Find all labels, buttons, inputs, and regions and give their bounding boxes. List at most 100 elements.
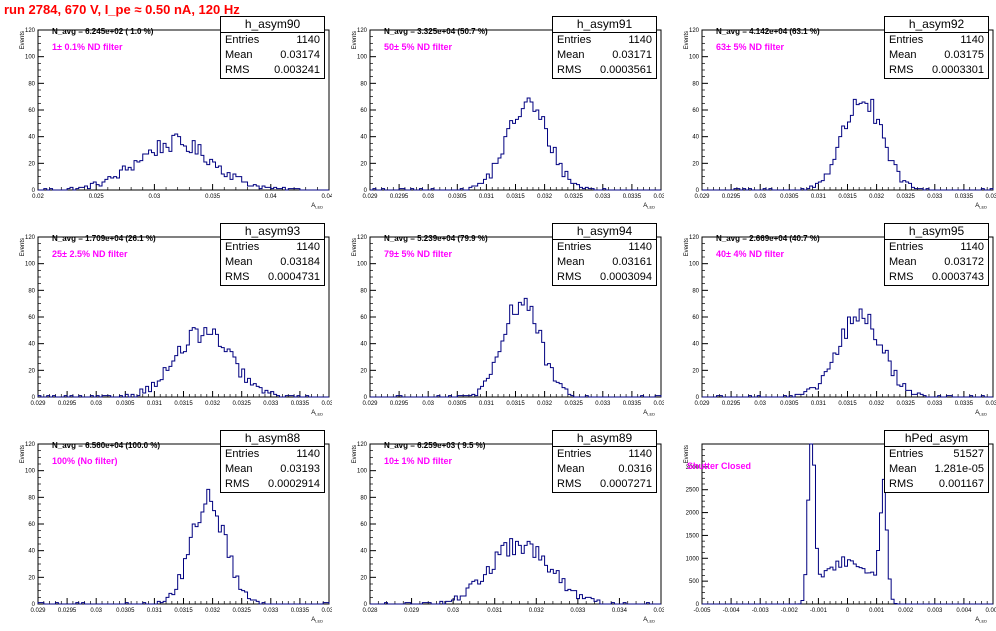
x-tick-label: 0.0315 [838,194,857,200]
histogram-name: h_asym95 [885,224,988,240]
x-tick-label: 0.0325 [233,608,252,614]
y-axis-label: Events [20,31,26,49]
x-tick-label: 0.033 [595,401,611,407]
x-axis-label: ALED [311,203,323,210]
x-tick-label: 0.03 [90,608,102,614]
y-tick-label: 120 [357,28,368,34]
x-tick-label: 0.031 [479,401,495,407]
x-axis-label-sub: LED [979,205,987,210]
y-tick-label: 0 [696,188,700,194]
y-tick-label: 40 [28,135,35,141]
x-tick-label: 0.031 [147,401,163,407]
stats-entries-label: Entries [225,34,260,46]
stats-mean-row: Mean 0.03174 [221,48,324,63]
x-axis-label-main: A [975,617,979,623]
stats-entries-row: Entries 51527 [885,447,988,462]
x-tick-label: 0.032 [537,194,553,200]
stats-mean-row: Mean 0.03161 [553,255,656,270]
histogram-name: h_asym93 [221,224,324,240]
x-tick-label: 0.0325 [565,401,584,407]
y-tick-label: 40 [360,549,367,555]
x-tick-label: 0.031 [147,608,163,614]
stats-entries-label: Entries [889,448,924,460]
y-tick-label: 0 [696,395,700,401]
histogram-panel-5: 0.029 0.0295 0.03 0.0305 0.031 0.0315 0.032 0.0… [664,217,996,424]
x-tick-label: 0.034 [612,608,628,614]
x-tick-label: 0.02 [32,194,44,200]
stats-entries-value: 1140 [628,34,652,46]
x-tick-label: 0.033 [927,401,943,407]
filter-label: 10± 1% ND filter [384,456,452,466]
x-axis-label-sub: LED [979,412,987,417]
y-tick-label: 40 [692,135,699,141]
y-tick-label: 100 [357,262,368,268]
y-axis-label: Events [684,238,690,256]
x-tick-label: 0.0335 [291,401,310,407]
stats-rms-value: 0.0007271 [600,478,652,490]
stats-mean-row: Mean 0.03175 [885,48,988,63]
stats-entries-row: Entries 1140 [221,240,324,255]
stats-mean-value: 0.0316 [618,463,652,475]
x-tick-label: 0.032 [205,608,221,614]
x-tick-label: 0.032 [537,401,553,407]
y-axis-label: Events [20,445,26,463]
stats-entries-row: Entries 1140 [553,33,656,48]
y-axis-label: Events [684,31,690,49]
filter-label: 40± 4% ND filter [716,249,784,259]
x-tick-label: 0.025 [89,194,105,200]
histogram-panel-8: -0.005 -0.004 -0.003 -0.002 -0.001 0 0.001 0.00… [664,424,996,631]
y-tick-label: 120 [357,235,368,241]
x-tick-label: 0.002 [898,608,914,614]
x-axis-label: ALED [311,617,323,624]
x-tick-label: 0.032 [529,608,545,614]
y-tick-label: 100 [689,55,700,61]
stats-mean-label: Mean [225,463,253,475]
x-tick-label: 0.0315 [506,401,525,407]
x-tick-label: 0.034 [985,194,996,200]
y-tick-label: 60 [360,522,367,528]
y-tick-label: 20 [360,575,367,581]
y-axis-label: Events [684,445,690,463]
y-tick-label: 80 [28,495,35,501]
filter-label: 79± 5% ND filter [384,249,452,259]
x-tick-label: 0.0325 [565,194,584,200]
x-tick-label: 0.031 [811,401,827,407]
stats-mean-value: 0.03172 [944,256,984,268]
stats-entries-value: 51527 [953,448,984,460]
filter-label: Shutter Closed [687,461,752,471]
histogram-panel-3: 0.029 0.0295 0.03 0.0305 0.031 0.0315 0.032 0.0… [0,217,332,424]
y-tick-label: 500 [689,579,700,585]
stats-rms-value: 0.0002914 [268,478,320,490]
x-tick-label: 0.029 [694,401,710,407]
y-tick-label: 60 [692,315,699,321]
x-axis-label-sub: LED [979,619,987,624]
y-tick-label: 80 [360,81,367,87]
x-tick-label: 0.035 [653,608,664,614]
stats-rms-value: 0.0003561 [600,64,652,76]
x-tick-label: 0.033 [595,194,611,200]
stats-mean-row: Mean 0.0316 [553,462,656,477]
stats-rms-label: RMS [889,64,914,76]
histogram-line [370,97,661,191]
x-tick-label: 0.033 [263,401,279,407]
x-tick-label: 0.029 [694,194,710,200]
histogram-panel-7: 0.028 0.029 0.03 0.031 0.032 0.033 0.034 0.035 0… [332,424,664,631]
y-tick-label: 20 [692,161,699,167]
y-tick-label: 120 [25,235,36,241]
x-tick-label: -0.002 [781,608,799,614]
x-tick-label: 0.0305 [448,401,467,407]
stats-entries-row: Entries 1140 [221,33,324,48]
stats-rms-row: RMS 0.0003301 [885,63,988,78]
x-tick-label: 0.03 [90,401,102,407]
histogram-name: h_asym94 [553,224,656,240]
stats-entries-row: Entries 1140 [553,447,656,462]
stats-rms-row: RMS 0.0007271 [553,477,656,492]
histogram-svg: 0.02 0.025 0.03 0.035 0.04 0.045 0 20 40 60 80 100 1… [20,28,332,210]
stats-mean-row: Mean 0.03172 [885,255,988,270]
histogram-svg: 0.029 0.0295 0.03 0.0305 0.031 0.0315 0.032 0.0… [352,28,664,210]
x-axis-label: ALED [311,410,323,417]
stats-mean-row: Mean 0.03171 [553,48,656,63]
stats-rms-value: 0.003241 [274,64,320,76]
stats-mean-row: Mean 0.03193 [221,462,324,477]
stats-rms-label: RMS [557,64,582,76]
